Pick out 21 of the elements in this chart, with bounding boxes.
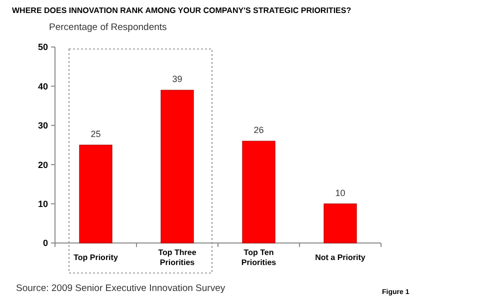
y-tick-label: 30 [38, 120, 48, 131]
x-tick-label: Top Priority [74, 253, 118, 262]
x-tick-label: Top Three Priorities [158, 248, 197, 267]
bar [242, 140, 276, 244]
bar [324, 204, 357, 244]
source-note: Source: 2009 Senior Executive Innovation Survey [16, 283, 226, 294]
x-tick-label: Not a Priority [315, 253, 366, 262]
x-tick-label: Top Ten Priorities [241, 248, 277, 267]
data-label: 25 [90, 129, 101, 139]
y-axis-title: Percentage of Respondents [49, 22, 168, 33]
chart-title: WHERE DOES INNOVATION RANK AMONG YOUR COMPANY'S STRATEGIC PRIORITIES? [12, 6, 352, 15]
bar [160, 90, 194, 244]
y-tick-label: 10 [38, 198, 48, 209]
data-label: 10 [335, 188, 346, 198]
y-tick-label: 40 [38, 81, 48, 92]
y-tick-label: 0 [42, 238, 48, 248]
bar [79, 144, 112, 244]
data-label: 26 [254, 125, 264, 136]
y-tick-label: 20 [38, 160, 48, 170]
y-tick-label: 50 [38, 42, 48, 52]
data-label: 39 [172, 74, 182, 84]
